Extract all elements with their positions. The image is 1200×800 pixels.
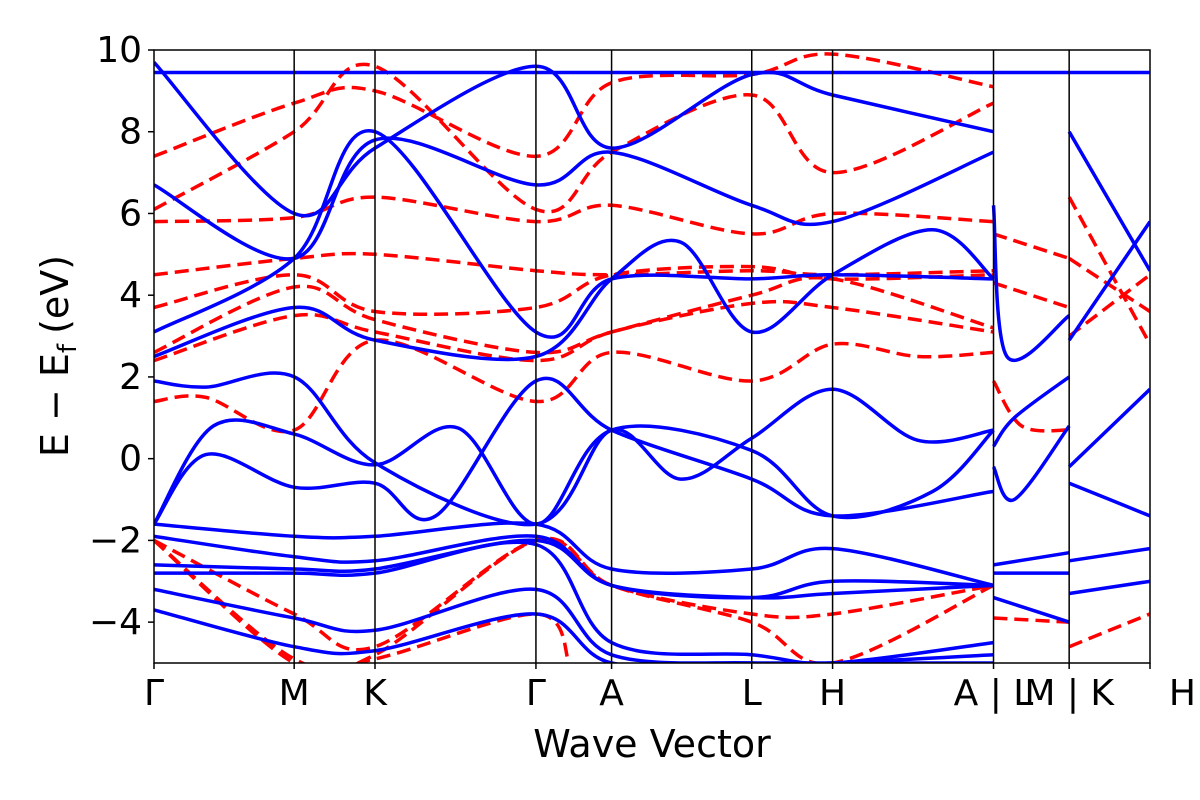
y-tick-label: −2 xyxy=(89,520,142,561)
y-tick-label: 8 xyxy=(119,112,142,153)
solid-band-25 xyxy=(1068,579,1150,596)
dashed-band-0 xyxy=(154,338,994,434)
x-tick-label: M xyxy=(279,673,310,714)
solid-band-11 xyxy=(154,136,995,261)
x-tick-label: A xyxy=(599,673,624,714)
x-tick-label: H xyxy=(1169,673,1196,714)
y-axis-label-subscript: f xyxy=(53,343,83,353)
dashed-band-5 xyxy=(154,195,994,236)
dashed-band-7 xyxy=(154,52,994,159)
y-axis-label-main: E − E xyxy=(33,353,77,457)
solid-band-14 xyxy=(991,205,1071,362)
solid-band-18 xyxy=(992,595,1070,624)
solid-band-9 xyxy=(154,228,995,362)
x-tick-label: A | L xyxy=(954,673,1034,714)
x-tick-label: Γ xyxy=(144,673,164,714)
y-axis-label: E − Ef (eV) xyxy=(33,255,83,457)
solid-band-7 xyxy=(154,418,995,526)
x-axis-ticks: Γ M K Γ A L H A | LM | K H xyxy=(144,663,1196,714)
solid-band-23 xyxy=(1067,130,1150,272)
solid-band-4 xyxy=(154,587,994,663)
y-tick-label: 6 xyxy=(119,193,142,234)
solid-band-3 xyxy=(154,540,994,663)
x-tick-label: Γ xyxy=(526,673,546,714)
dashed-band-15 xyxy=(1068,612,1150,649)
y-axis-label-unit: (eV) xyxy=(33,255,77,334)
y-tick-label: 10 xyxy=(96,30,142,71)
solid-band-10 xyxy=(154,129,994,339)
solid-band-8 xyxy=(154,376,994,526)
solid-band-17 xyxy=(993,550,1070,567)
y-tick-label: 0 xyxy=(119,439,142,480)
solid-band-16 xyxy=(991,424,1071,503)
dashed-band-9 xyxy=(154,536,995,663)
solid-band-22 xyxy=(1067,220,1150,342)
solid-band-21 xyxy=(1068,481,1150,518)
y-axis-ticks: 10 8 6 4 2 0 −2 −4 xyxy=(89,30,154,643)
dashed-band-6 xyxy=(154,62,995,214)
dashed-band-13 xyxy=(992,232,1070,261)
dashed-band-11 xyxy=(991,380,1070,433)
solid-band-15 xyxy=(992,375,1071,448)
x-tick-label: L xyxy=(742,673,762,714)
dashed-band-18 xyxy=(1068,256,1150,313)
dashed-band-14 xyxy=(992,281,1070,310)
y-tick-label: 4 xyxy=(119,275,142,316)
dashed-band-2 xyxy=(154,275,995,355)
bands-layer xyxy=(154,52,1150,663)
solid-band-20 xyxy=(1067,387,1150,469)
dashed-band-8 xyxy=(154,537,994,652)
kpoint-divider-lines xyxy=(293,50,1070,663)
y-tick-label: 2 xyxy=(119,357,142,398)
plot-frame xyxy=(153,49,1151,664)
x-tick-label: H xyxy=(819,673,846,714)
solid-band-24 xyxy=(1068,546,1150,563)
x-tick-label: M | K xyxy=(1024,673,1115,714)
x-tick-label: K xyxy=(363,673,388,714)
x-axis-label: Wave Vector xyxy=(533,722,771,766)
dashed-band-17 xyxy=(1067,196,1150,346)
y-tick-label: −4 xyxy=(89,602,142,643)
